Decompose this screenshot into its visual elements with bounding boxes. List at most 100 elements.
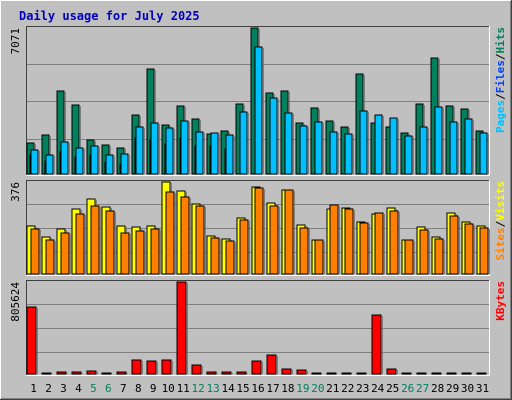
x-tick-label-29: 29: [446, 382, 459, 395]
bar-sites-day-12: [195, 205, 205, 275]
bar-pages-day-20: [314, 121, 323, 175]
bar-kbytes-day-20: [311, 372, 322, 375]
bar-sites-day-10: [165, 191, 175, 275]
chart-title: Daily usage for July 2025: [19, 9, 200, 23]
bar-pages-day-7: [120, 153, 129, 175]
bar-pages-day-14: [225, 134, 234, 175]
bar-kbytes-day-27: [416, 372, 427, 375]
bar-sites-day-27: [419, 229, 429, 275]
top-legend-item-3: /: [494, 53, 507, 60]
middle-legend: Sites/Visits: [494, 181, 507, 261]
bar-sites-day-3: [60, 232, 70, 275]
bar-kbytes-day-8: [131, 359, 142, 375]
bottom-legend: KBytes: [494, 281, 507, 321]
bar-kbytes-day-18: [281, 368, 292, 375]
bar-sites-day-30: [464, 223, 474, 275]
x-tick-label-25: 25: [386, 382, 399, 395]
x-tick-label-28: 28: [431, 382, 444, 395]
bar-pages-day-6: [105, 154, 114, 175]
bar-kbytes-day-19: [296, 369, 307, 375]
bar-pages-day-27: [419, 126, 428, 175]
bar-kbytes-day-1: [26, 306, 37, 375]
bar-kbytes-day-2: [41, 372, 52, 375]
bar-kbytes-day-21: [326, 372, 337, 375]
bar-pages-day-2: [45, 154, 54, 175]
bar-kbytes-day-17: [266, 354, 277, 375]
bar-sites-day-26: [404, 239, 414, 275]
bar-sites-day-31: [479, 227, 489, 275]
bar-sites-day-5: [90, 205, 100, 275]
bar-pages-day-1: [30, 149, 39, 175]
bar-pages-day-25: [389, 117, 398, 175]
bar-sites-day-1: [30, 228, 40, 275]
x-tick-label-13: 13: [206, 382, 219, 395]
bar-pages-day-28: [434, 106, 443, 175]
bar-pages-day-10: [165, 127, 174, 175]
bar-sites-day-9: [150, 228, 160, 275]
x-tick-label-3: 3: [60, 382, 67, 395]
bar-kbytes-day-13: [206, 371, 217, 375]
x-tick-label-15: 15: [236, 382, 249, 395]
bar-kbytes-day-9: [146, 360, 157, 375]
middle-legend-item-2: Visits: [494, 181, 507, 221]
bar-pages-day-31: [479, 132, 488, 175]
top-legend-item-4: Hits: [494, 27, 507, 54]
x-tick-label-30: 30: [461, 382, 474, 395]
chart-panels: 7071Pages/Files/Hits376Sites/Visits80562…: [9, 26, 507, 376]
x-tick-label-18: 18: [281, 382, 294, 395]
bar-pages-day-4: [75, 147, 84, 175]
bar-pages-day-3: [60, 141, 69, 175]
bar-kbytes-day-22: [341, 372, 352, 375]
bar-sites-day-22: [344, 208, 354, 275]
bar-pages-day-5: [90, 145, 99, 175]
x-tick-label-26: 26: [401, 382, 414, 395]
bar-sites-day-23: [359, 222, 369, 275]
top-max-label: 7071: [9, 28, 22, 55]
bar-pages-day-21: [329, 131, 338, 175]
middle-legend-item-1: /: [494, 220, 507, 227]
bar-kbytes-day-15: [236, 371, 247, 375]
x-tick-label-11: 11: [177, 382, 190, 395]
bar-kbytes-day-14: [221, 371, 232, 375]
x-tick-label-7: 7: [120, 382, 127, 395]
x-tick-label-10: 10: [162, 382, 175, 395]
bar-kbytes-day-3: [56, 371, 67, 375]
x-tick-label-16: 16: [251, 382, 264, 395]
x-axis-labels: 1 2 3 4 5 6 7 8 9 10 11 12 13 14 15 16 17 18 19 20 21 22 23 24 2…: [30, 382, 489, 395]
bar-sites-day-25: [389, 210, 399, 275]
x-tick-label-5: 5: [90, 382, 97, 395]
bar-kbytes-day-26: [401, 372, 412, 375]
x-tick-label-2: 2: [45, 382, 52, 395]
bar-pages-day-15: [239, 111, 248, 175]
top-legend-item-2: Files: [494, 60, 507, 93]
bar-sites-day-2: [45, 239, 55, 275]
bar-sites-day-18: [284, 189, 294, 275]
top-legend-item-1: /: [494, 93, 507, 100]
middle-legend-item-0: Sites: [494, 227, 507, 260]
bar-sites-day-16: [254, 187, 264, 275]
bar-pages-day-9: [150, 122, 159, 175]
bar-pages-day-12: [195, 131, 204, 175]
bar-kbytes-day-24: [371, 314, 382, 375]
bar-sites-day-19: [299, 227, 309, 275]
bar-kbytes-day-29: [446, 372, 457, 375]
bar-pages-day-11: [180, 120, 189, 175]
bar-kbytes-day-11: [176, 281, 187, 375]
bar-pages-day-19: [299, 125, 308, 175]
x-tick-label-17: 17: [266, 382, 279, 395]
bar-kbytes-day-10: [161, 359, 172, 375]
bar-sites-day-4: [75, 213, 85, 275]
bar-sites-day-14: [225, 240, 235, 275]
bar-pages-day-30: [464, 118, 473, 175]
x-tick-label-22: 22: [341, 382, 354, 395]
bar-sites-day-24: [374, 212, 384, 275]
bar-pages-day-13: [210, 132, 219, 175]
bar-kbytes-day-30: [461, 372, 472, 375]
bar-sites-day-28: [434, 238, 444, 275]
top-legend: Pages/Files/Hits: [494, 27, 507, 133]
bar-pages-day-22: [344, 133, 353, 175]
bar-pages-day-23: [359, 110, 368, 175]
bar-sites-day-17: [269, 205, 279, 275]
bar-sites-day-11: [180, 196, 190, 275]
bar-sites-day-21: [329, 204, 339, 275]
